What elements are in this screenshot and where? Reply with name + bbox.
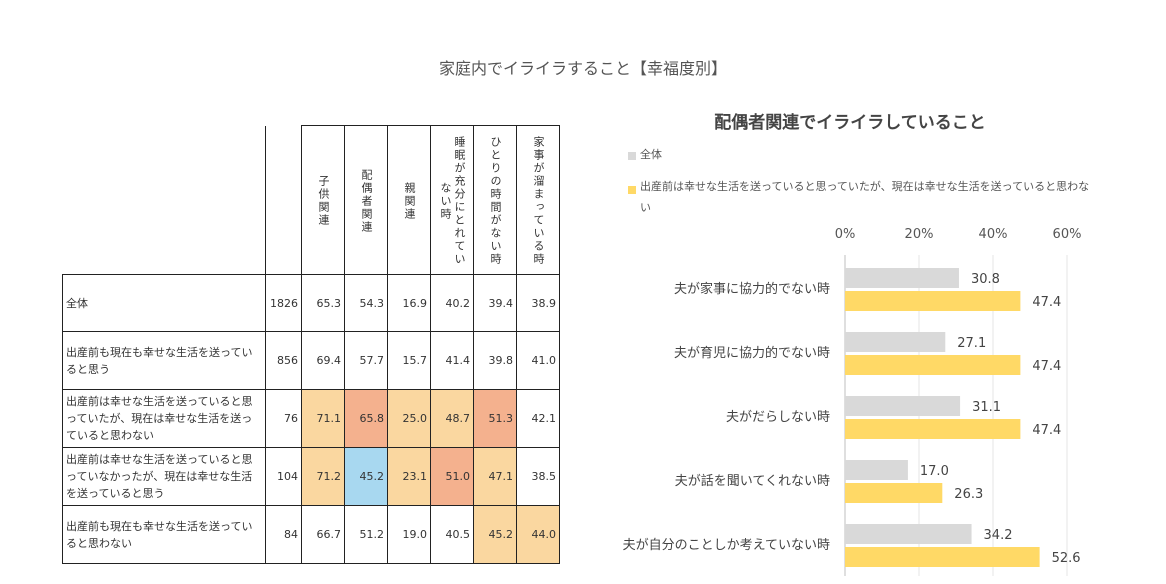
data-label: 47.4 [1032, 423, 1061, 438]
table-cell: 42.1 [516, 389, 560, 448]
legend-label-overall: 全体 [640, 148, 662, 161]
table-cell: 38.9 [516, 274, 560, 332]
table-cell: 38.5 [516, 447, 560, 506]
table-cell: 19.0 [387, 505, 431, 564]
column-header: 家事が溜まっている時 [516, 125, 560, 275]
category-label: 夫がだらしない時 [726, 410, 830, 425]
bar-overall [845, 268, 959, 288]
row-label: 出産前も現在も幸せな生活を送っていると思わない [62, 505, 266, 564]
data-label: 34.2 [984, 528, 1013, 543]
x-tick-label: 0% [835, 227, 856, 242]
row-count: 84 [265, 505, 302, 564]
bar-overall [845, 396, 961, 416]
chart-title: 配偶者関連でイライラしていること [714, 113, 986, 133]
legend-swatch-unhappy [628, 186, 636, 194]
column-header: 子供関連 [301, 125, 345, 275]
category-label: 夫が自分のことしか考えていない時 [623, 538, 830, 553]
bar-unhappy [845, 483, 943, 503]
table-cell: 44.0 [516, 505, 560, 564]
data-label: 31.1 [972, 400, 1001, 415]
data-label: 26.3 [954, 487, 983, 502]
table-cell: 71.2 [301, 447, 345, 506]
x-tick-label: 60% [1053, 227, 1082, 242]
row-label: 出産前は幸せな生活を送っていると思っていたが、現在は幸せな生活を送っていると思わ… [62, 389, 266, 448]
table-corner [62, 125, 266, 275]
legend-swatch-overall [628, 152, 636, 160]
table-cell: 47.1 [473, 447, 517, 506]
column-header: 睡眠が充分にとれていない時 [430, 125, 474, 275]
table-row: 出産前も現在も幸せな生活を送っていると思わない 84 66.7 51.2 19.0 40.… [62, 505, 560, 564]
data-table: 子供関連 配偶者関連 親関連 睡眠が充分にとれていない時 ひとりの時間がない時 … [62, 125, 560, 564]
column-header: 親関連 [387, 125, 431, 275]
column-header: 配偶者関連 [344, 125, 388, 275]
bar-overall [845, 524, 972, 544]
table-cell: 40.5 [430, 505, 474, 564]
page-title: 家庭内でイライラすること【幸福度別】 [438, 59, 727, 78]
bar-overall [845, 332, 946, 352]
table-row: 出産前は幸せな生活を送っていると思っていたが、現在は幸せな生活を送っていると思わ… [62, 389, 560, 448]
data-label: 27.1 [957, 336, 986, 351]
bar-overall [845, 460, 908, 480]
category-label: 夫が話を聞いてくれない時 [675, 473, 830, 489]
table-cell: 65.3 [301, 274, 345, 332]
table-row: 出産前も現在も幸せな生活を送っていると思う 856 69.4 57.7 15.7 41.4… [62, 331, 560, 390]
bar-unhappy [845, 291, 1021, 311]
table-cell: 25.0 [387, 389, 431, 448]
table-cell: 45.2 [344, 447, 388, 506]
x-tick-label: 20% [905, 227, 934, 242]
table-header-row: 子供関連 配偶者関連 親関連 睡眠が充分にとれていない時 ひとりの時間がない時 … [62, 125, 560, 275]
table-row: 出産前は幸せな生活を送っていると思っていなかったが、現在は幸せな生活を送っている… [62, 447, 560, 506]
data-label: 47.4 [1032, 295, 1061, 310]
data-label: 17.0 [920, 464, 949, 479]
bar-unhappy [845, 547, 1040, 567]
x-tick-label: 40% [979, 227, 1008, 242]
data-label: 47.4 [1032, 359, 1061, 374]
table-cell: 40.2 [430, 274, 474, 332]
data-label: 30.8 [971, 272, 1000, 287]
table-cell: 51.2 [344, 505, 388, 564]
table-cell: 41.0 [516, 331, 560, 390]
data-label: 52.6 [1052, 551, 1081, 566]
table-cell: 15.7 [387, 331, 431, 390]
table-cell: 57.7 [344, 331, 388, 390]
category-label: 夫が家事に協力的でない時 [674, 281, 830, 297]
table-cell: 54.3 [344, 274, 388, 332]
table-cell: 65.8 [344, 389, 388, 448]
legend-label-unhappy: 出産前は幸せな生活を送っていると思っていたが、現在は幸せな生活を送っていると思わ… [640, 180, 1090, 214]
table-cell: 51.0 [430, 447, 474, 506]
column-header: ひとりの時間がない時 [473, 125, 517, 275]
row-count: 1826 [265, 274, 302, 332]
bar-unhappy [845, 355, 1021, 375]
row-label: 出産前は幸せな生活を送っていると思っていなかったが、現在は幸せな生活を送っている… [62, 447, 266, 506]
bar-unhappy [845, 419, 1021, 439]
category-label: 夫が育児に協力的でない時 [674, 345, 830, 361]
row-label: 出産前も現在も幸せな生活を送っていると思う [62, 331, 266, 390]
table-cell: 48.7 [430, 389, 474, 448]
